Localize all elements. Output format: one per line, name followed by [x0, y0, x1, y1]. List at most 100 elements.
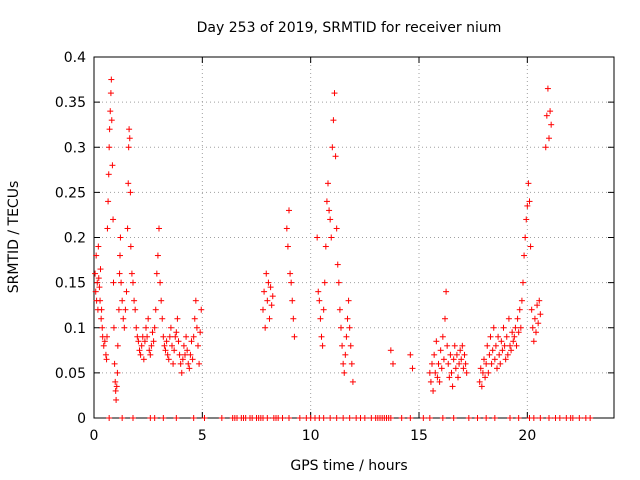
data-point [126, 126, 133, 133]
data-point [492, 342, 499, 349]
data-point [407, 351, 414, 358]
data-point [533, 329, 539, 336]
data-point [190, 333, 197, 340]
y-tick-label: 0.1 [64, 321, 86, 337]
data-point [283, 225, 290, 232]
data-point [190, 415, 197, 421]
data-point [98, 306, 105, 313]
data-point [500, 324, 507, 331]
data-point [490, 324, 497, 331]
data-point [170, 360, 177, 367]
y-tick-label: 0.35 [55, 95, 86, 111]
data-point [452, 365, 459, 372]
data-point [444, 342, 451, 349]
data-point [182, 351, 188, 358]
data-point [344, 315, 351, 322]
data-point [114, 369, 121, 376]
data-point [117, 234, 124, 241]
data-point [152, 306, 159, 313]
data-point [542, 144, 549, 151]
data-point [260, 306, 266, 313]
data-point [503, 333, 510, 340]
data-point [315, 288, 322, 295]
data-point [534, 302, 541, 309]
data-point [463, 369, 470, 376]
data-point [409, 365, 416, 372]
data-point [291, 333, 298, 340]
data-point [196, 360, 203, 367]
data-point [113, 396, 120, 403]
data-point [420, 415, 427, 421]
data-point [447, 351, 454, 358]
data-point [164, 351, 171, 358]
data-point [348, 360, 355, 367]
y-axis-label: SRMTID / TECUs [6, 181, 22, 294]
data-point [345, 297, 352, 304]
data-point [508, 347, 515, 354]
data-point [187, 351, 194, 358]
grid-lines [94, 57, 614, 418]
data-point [124, 225, 131, 232]
data-point [330, 117, 337, 124]
data-point [188, 338, 195, 345]
data-point [546, 135, 552, 142]
data-point [107, 90, 114, 97]
data-point [387, 347, 394, 354]
data-point [518, 297, 525, 304]
data-point [105, 171, 112, 178]
data-point [165, 356, 172, 363]
data-point [104, 225, 111, 232]
data-point [510, 338, 517, 345]
data-point [98, 315, 105, 322]
data-point [484, 342, 491, 349]
data-point [172, 333, 179, 340]
data-point [140, 356, 147, 363]
data-point [546, 415, 552, 421]
data-point [458, 356, 465, 363]
data-point [150, 338, 157, 345]
data-point [436, 378, 443, 385]
data-point [569, 415, 576, 421]
data-point [112, 378, 119, 385]
data-point [326, 207, 333, 214]
data-point [460, 365, 467, 372]
data-point [192, 297, 199, 304]
data-point [446, 374, 453, 381]
data-point [127, 243, 134, 250]
data-point [491, 415, 498, 421]
data-point [262, 324, 269, 331]
data-point [184, 347, 191, 354]
data-point [101, 338, 108, 345]
x-axis-label: GPS time / hours [290, 458, 407, 474]
data-point [169, 342, 175, 349]
data-point [502, 356, 509, 363]
data-point [112, 387, 119, 394]
data-point [153, 270, 160, 277]
data-point [106, 126, 113, 133]
data-point [456, 360, 463, 367]
data-point [269, 293, 276, 300]
data-point [525, 180, 532, 187]
data-point [361, 415, 368, 421]
chart-title: Day 253 of 2019, SRMTID for receiver niu… [197, 20, 502, 36]
data-point [317, 315, 324, 322]
data-point [287, 270, 294, 277]
data-point [183, 333, 190, 340]
data-point [457, 347, 464, 354]
data-point [97, 297, 104, 304]
data-point [442, 315, 448, 322]
data-point [487, 333, 494, 340]
data-point [486, 351, 493, 358]
data-point [347, 342, 354, 349]
data-point [146, 347, 153, 354]
data-point [334, 261, 341, 268]
data-point [151, 324, 158, 331]
data-point [474, 415, 481, 421]
data-point [167, 324, 174, 331]
y-tick-label: 0.4 [64, 50, 86, 66]
data-point [321, 279, 328, 286]
data-point [465, 415, 472, 421]
data-point [530, 338, 537, 345]
data-point [110, 216, 117, 223]
data-point [136, 347, 143, 354]
